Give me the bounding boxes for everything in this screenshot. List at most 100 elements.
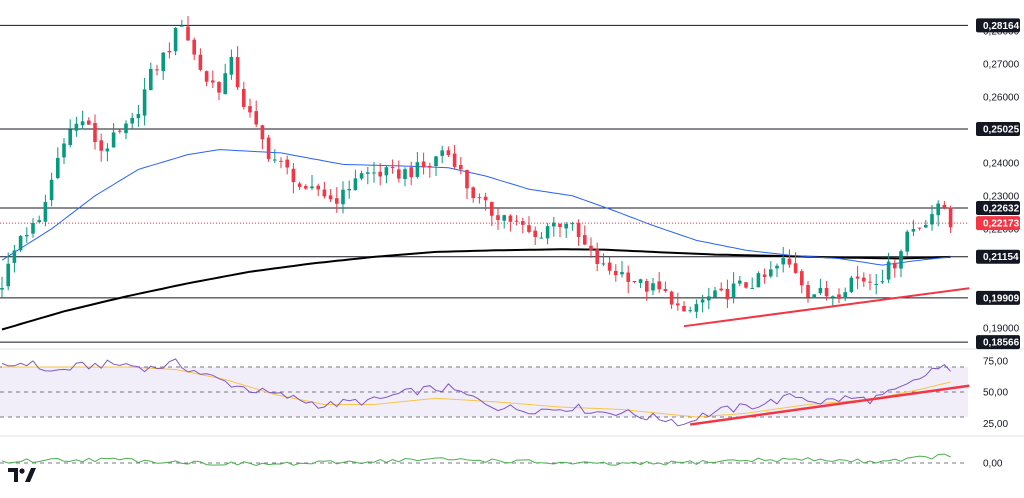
level-badge (976, 290, 1020, 305)
candle-body (87, 120, 91, 125)
level-badge (976, 335, 1020, 350)
candle-body (539, 237, 544, 239)
grid-layer (0, 348, 1024, 437)
candle-body (589, 245, 593, 251)
candle-body (347, 188, 351, 191)
rsi-panel (0, 358, 970, 427)
candle-body (384, 167, 389, 176)
candle-body (632, 280, 637, 283)
candle-body (824, 288, 829, 297)
candle-body (756, 273, 761, 288)
candle-body (459, 164, 463, 170)
candle-body (924, 224, 928, 228)
candle-body (707, 296, 711, 301)
candle-body (173, 27, 178, 52)
candle-body (893, 262, 897, 269)
last-price-label: 0,22173 (983, 219, 1020, 230)
candle-body (607, 262, 612, 271)
candle-body (93, 122, 97, 143)
candle-body (595, 249, 599, 264)
candle-body (31, 222, 35, 234)
candle-body (769, 269, 773, 277)
candle-body (669, 291, 674, 305)
candle-body (545, 226, 550, 239)
level-badge (976, 200, 1020, 215)
candle-body (235, 57, 240, 88)
candle-body (285, 159, 289, 168)
candle-body (49, 179, 54, 201)
candle-body (762, 274, 767, 277)
candle-body (248, 106, 252, 113)
candle-body (676, 303, 680, 306)
candle-body (917, 227, 922, 229)
candle-body (570, 223, 575, 225)
candle-body (155, 69, 159, 71)
candle-body (192, 39, 196, 55)
candle-body (874, 283, 878, 285)
candle-body (775, 265, 779, 269)
tradingview-logo-icon (8, 468, 36, 482)
price-tick-label: 0,27000 (983, 59, 1020, 70)
candle-body (700, 299, 705, 303)
candle-body (242, 88, 246, 107)
candle-body (378, 171, 382, 177)
rsi-line (1, 358, 951, 427)
level-badge-label: 0,19909 (983, 293, 1020, 304)
candle-body (645, 281, 649, 292)
candle-body (942, 204, 947, 208)
price-tick-label: 0,23000 (983, 191, 1020, 202)
candle-body (111, 132, 116, 148)
candle-body (204, 71, 209, 82)
candle-body (105, 148, 110, 152)
candle-body (273, 159, 277, 161)
candle-body (452, 153, 457, 167)
candle-body (800, 271, 804, 286)
candle-body (694, 304, 699, 312)
candle-body (198, 54, 203, 70)
candle-body (68, 129, 72, 146)
candle-body (651, 283, 655, 291)
candle-body (6, 263, 10, 287)
horizontal-levels (0, 24, 968, 343)
level-badge-label: 0,18566 (983, 338, 1020, 349)
candle-body (366, 172, 370, 174)
price-tick-label: 0,19000 (983, 323, 1020, 334)
candle-body (477, 197, 482, 199)
candle-body (818, 287, 823, 294)
candle-body (124, 123, 128, 134)
candle-body (229, 56, 234, 75)
level-badge-label: 0,22632 (983, 203, 1020, 214)
trendline-layer (683, 287, 970, 328)
candle-body (304, 186, 308, 189)
candle-body (490, 201, 494, 216)
candle-body (527, 225, 531, 232)
candle-body (99, 140, 103, 151)
candle-body (948, 207, 953, 228)
candle-body (446, 150, 451, 156)
candle-body (812, 294, 816, 299)
candle-body (831, 296, 835, 298)
candle-body (564, 223, 568, 229)
candle-body (341, 189, 345, 205)
candle-body (471, 187, 475, 199)
candle-body (614, 270, 618, 276)
price-axis: 0,280000,270000,260000,240000,230000,220… (976, 18, 1020, 470)
level-badge (976, 249, 1020, 264)
candle-body (149, 68, 153, 91)
candle-body (217, 82, 221, 93)
candle-body (576, 223, 581, 237)
candle-body (620, 272, 624, 275)
candle-body (409, 167, 413, 178)
osc-line (1, 453, 951, 467)
rsi-tick-label: 75,00 (983, 356, 1008, 367)
candle-body (750, 287, 754, 289)
candle-body (415, 162, 420, 177)
rsi-tick-label: 25,00 (983, 419, 1008, 430)
candle-body (508, 215, 513, 222)
candle-body (558, 223, 562, 228)
candle-body (186, 26, 190, 41)
candle-body (335, 198, 339, 204)
candle-body (180, 25, 184, 27)
moving-average-fast (1, 149, 951, 266)
